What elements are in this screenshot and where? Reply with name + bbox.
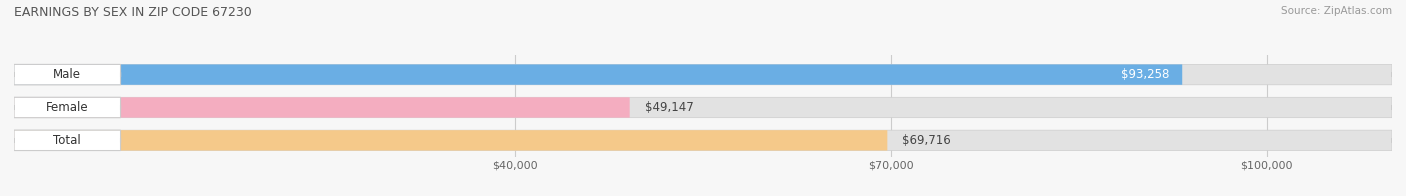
FancyBboxPatch shape [14,130,887,151]
FancyBboxPatch shape [14,97,1392,118]
Text: Source: ZipAtlas.com: Source: ZipAtlas.com [1281,6,1392,16]
Text: $93,258: $93,258 [1122,68,1170,81]
FancyBboxPatch shape [14,64,1392,85]
FancyBboxPatch shape [14,130,121,151]
Text: Female: Female [46,101,89,114]
Text: Male: Male [53,68,82,81]
FancyBboxPatch shape [14,97,121,118]
FancyBboxPatch shape [14,97,630,118]
Text: $49,147: $49,147 [645,101,693,114]
FancyBboxPatch shape [14,64,121,85]
Text: Total: Total [53,134,82,147]
FancyBboxPatch shape [14,130,1392,151]
FancyBboxPatch shape [14,64,1182,85]
Text: $69,716: $69,716 [903,134,950,147]
Text: EARNINGS BY SEX IN ZIP CODE 67230: EARNINGS BY SEX IN ZIP CODE 67230 [14,6,252,19]
